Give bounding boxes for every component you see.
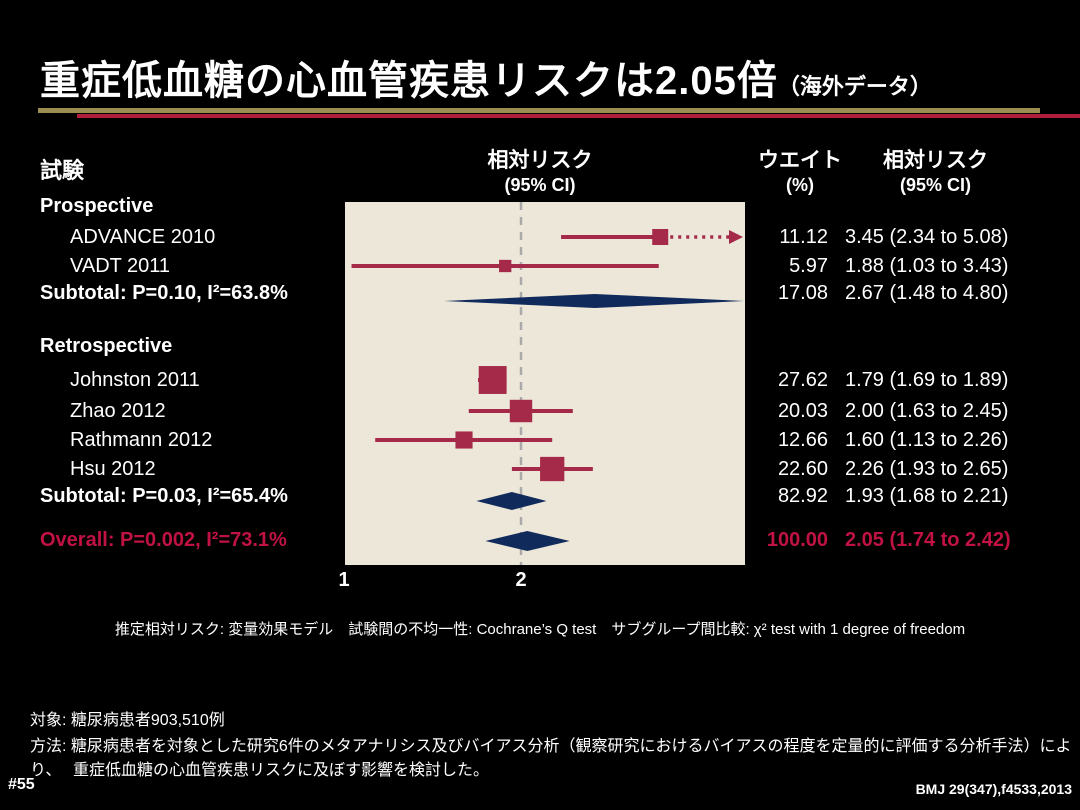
rr-ci-advance: 3.45 (2.34 to 5.08) (845, 226, 1009, 248)
column-header-weight-line1: ウエイト (758, 149, 842, 172)
column-header-rr-plot-line2: (95% CI) (504, 175, 576, 195)
column-header-rr-values-line1: 相対リスク (883, 149, 988, 172)
row-label-hsu: Hsu 2012 (70, 458, 156, 480)
weight-hsu: 22.60 (777, 458, 828, 480)
row-label-subtotal-retrospective: Subtotal: P=0.03, I²=65.4% (40, 485, 288, 507)
pooled-diamond-overall (485, 531, 570, 551)
citation: BMJ 29(347),f4533,2013 (915, 781, 1072, 797)
column-header-rr-plot-line1: 相対リスク (487, 149, 593, 172)
rr-ci-vadt: 1.88 (1.03 to 3.43) (845, 255, 1009, 277)
row-label-retrospective: Retrospective (40, 335, 173, 357)
row-label-overall: Overall: P=0.002, I²=73.1% (40, 529, 287, 551)
ci-arrowhead-advance (729, 230, 743, 244)
column-header-rr-values-line2: (95% CI) (899, 175, 971, 195)
rr-ci-johnston: 1.79 (1.69 to 1.89) (845, 369, 1009, 391)
subjects-note: 対象: 糖尿病患者903,510例 (30, 712, 225, 729)
weight-subtotal-retrospective: 82.92 (777, 485, 828, 507)
column-header-study: 試験 (40, 158, 85, 183)
rr-ci-subtotal-retrospective: 1.93 (1.68 to 2.21) (845, 485, 1009, 507)
row-label-prospective: Prospective (40, 195, 154, 217)
study-marker-vadt (499, 259, 512, 273)
row-label-vadt: VADT 2011 (70, 255, 171, 277)
title-underline-gold (38, 108, 1040, 113)
study-marker-johnston (478, 366, 507, 394)
x-axis-tick-2: 2 (515, 569, 527, 591)
column-header-weight-line2: (%) (786, 175, 814, 195)
page-number: #55 (8, 776, 35, 793)
weight-zhao: 20.03 (777, 400, 828, 422)
study-marker-hsu (540, 456, 565, 482)
page-title-text: 重症低血糖の心血管疾患リスクは2.05倍 (40, 59, 778, 103)
rr-ci-rathmann: 1.60 (1.13 to 2.26) (845, 429, 1009, 451)
weight-rathmann: 12.66 (777, 429, 828, 451)
pooled-diamond-subtotal-prospective (444, 294, 744, 308)
method-note-line1: 方法: 糖尿病患者を対象とした研究6件のメタアナリシス及びバイアス分析（観察研究… (30, 738, 1072, 779)
weight-johnston: 27.62 (777, 369, 828, 391)
weight-vadt: 5.97 (789, 255, 828, 277)
row-label-subtotal-prospective: Subtotal: P=0.10, I²=63.8% (40, 282, 288, 304)
study-marker-rathmann (455, 431, 473, 449)
column-header-rr-plot: 相対リスク (95% CI) (430, 148, 650, 198)
rr-ci-overall: 2.05 (1.74 to 2.42) (845, 529, 1011, 551)
methods-footnote: 推定相対リスク: 変量効果モデル 試験間の不均一性: Cochrane’s Q … (114, 621, 966, 638)
weight-advance: 11.12 (779, 226, 828, 248)
weight-subtotal-prospective: 17.08 (777, 282, 828, 304)
study-marker-zhao (509, 399, 533, 423)
page-title-suffix: （海外データ） (777, 74, 932, 99)
title-underline-red (77, 114, 1080, 118)
forest-plot-svg (345, 202, 745, 565)
row-label-rathmann: Rathmann 2012 (70, 429, 213, 451)
x-axis-tick-1: 1 (338, 569, 350, 591)
weight-overall: 100.00 (766, 529, 828, 551)
row-label-zhao: Zhao 2012 (70, 400, 166, 422)
row-label-advance: ADVANCE 2010 (70, 226, 216, 248)
column-header-rr-values: 相対リスク (95% CI) (858, 148, 1013, 198)
rr-ci-hsu: 2.26 (1.93 to 2.65) (845, 458, 1009, 480)
row-label-johnston: Johnston 2011 (70, 369, 200, 391)
column-header-weight: ウエイト (%) (745, 148, 855, 198)
rr-ci-subtotal-prospective: 2.67 (1.48 to 4.80) (845, 282, 1009, 304)
method-note-line2: 重症低血糖の心血管疾患リスクに及ぼす影響を検討した。 (73, 762, 490, 779)
pooled-diamond-subtotal-retrospective (476, 492, 547, 510)
study-marker-advance (652, 228, 669, 246)
page-title: 重症低血糖の心血管疾患リスクは2.05倍（海外データ） (40, 48, 932, 106)
rr-ci-zhao: 2.00 (1.63 to 2.45) (845, 400, 1009, 422)
